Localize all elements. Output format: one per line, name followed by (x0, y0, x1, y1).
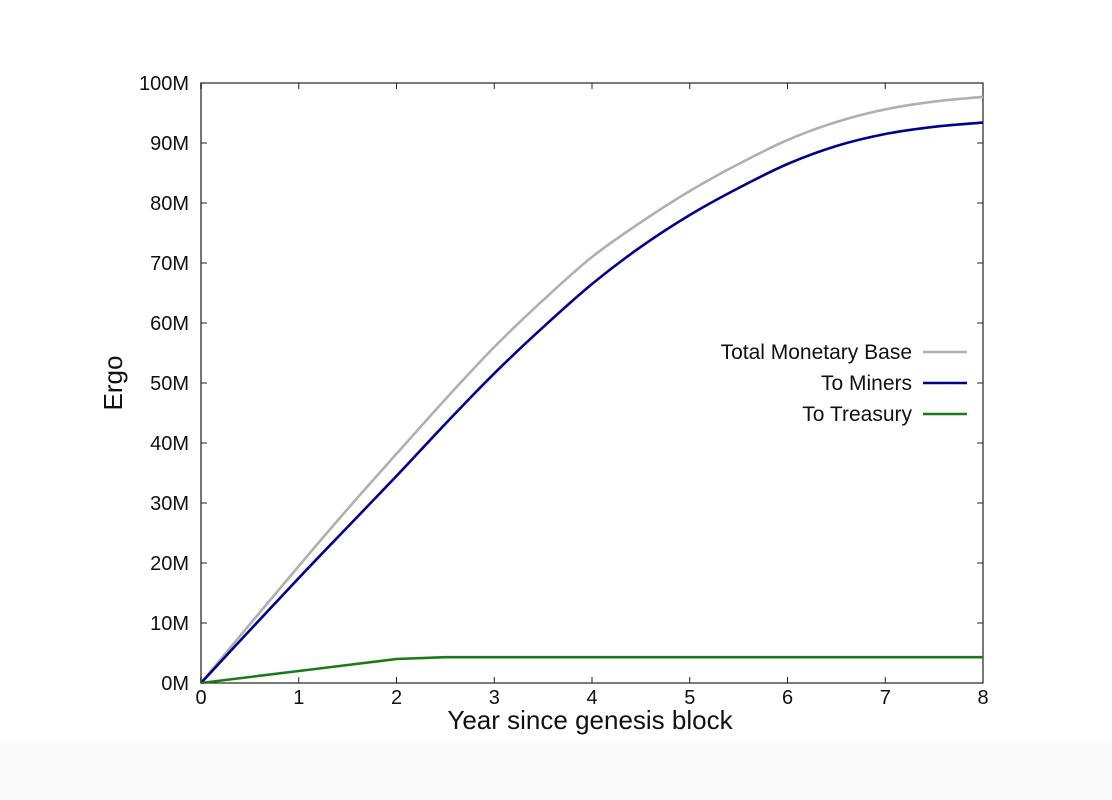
x-tick-label: 3 (489, 687, 500, 709)
y-tick-label: 30M (150, 493, 189, 515)
legend-label: To Treasury (802, 403, 912, 426)
y-tick-label: 40M (150, 433, 189, 455)
x-tick-label: 8 (977, 687, 988, 709)
to-treasury-line (200, 655, 983, 685)
x-tick-label: 5 (684, 687, 695, 709)
legend: Total Monetary Base To Miners To Treasury (721, 341, 967, 426)
y-tick-label: 0M (161, 673, 189, 695)
x-tick-label: 0 (195, 687, 206, 709)
y-axis-label: Ergo (98, 356, 128, 411)
legend-label: Total Monetary Base (721, 341, 912, 364)
y-tick-label: 70M (150, 253, 189, 275)
legend-item-to-miners: To Miners (821, 372, 967, 395)
y-axis: 0M 10M 20M 30M 40M 50M 60M 70M 80M 90M 100M (139, 73, 983, 695)
to-miners-line (200, 121, 984, 684)
y-tick-label: 90M (150, 133, 189, 155)
plot-area (200, 82, 984, 684)
y-tick-label: 100M (139, 73, 189, 95)
y-tick-label: 50M (150, 373, 189, 395)
x-tick-label: 2 (391, 687, 402, 709)
legend-label: To Miners (821, 372, 912, 395)
y-tick-label: 80M (150, 193, 189, 215)
x-tick-label: 6 (782, 687, 793, 709)
x-tick-label: 1 (293, 687, 304, 709)
series-lines (199, 95, 984, 685)
bottom-band (0, 740, 1112, 800)
x-axis: 0 1 2 3 4 5 6 7 8 (195, 83, 989, 709)
legend-item-to-treasury: To Treasury (802, 403, 967, 426)
total-monetary-base-line (199, 95, 984, 684)
y-tick-label: 10M (150, 613, 189, 635)
y-tick-label: 60M (150, 313, 189, 335)
x-axis-label: Year since genesis block (447, 705, 733, 735)
plot-frame (200, 82, 984, 684)
y-tick-label: 20M (150, 553, 189, 575)
x-tick-label: 4 (586, 687, 597, 709)
x-tick-label: 7 (880, 687, 891, 709)
legend-item-total-monetary-base: Total Monetary Base (721, 341, 967, 364)
